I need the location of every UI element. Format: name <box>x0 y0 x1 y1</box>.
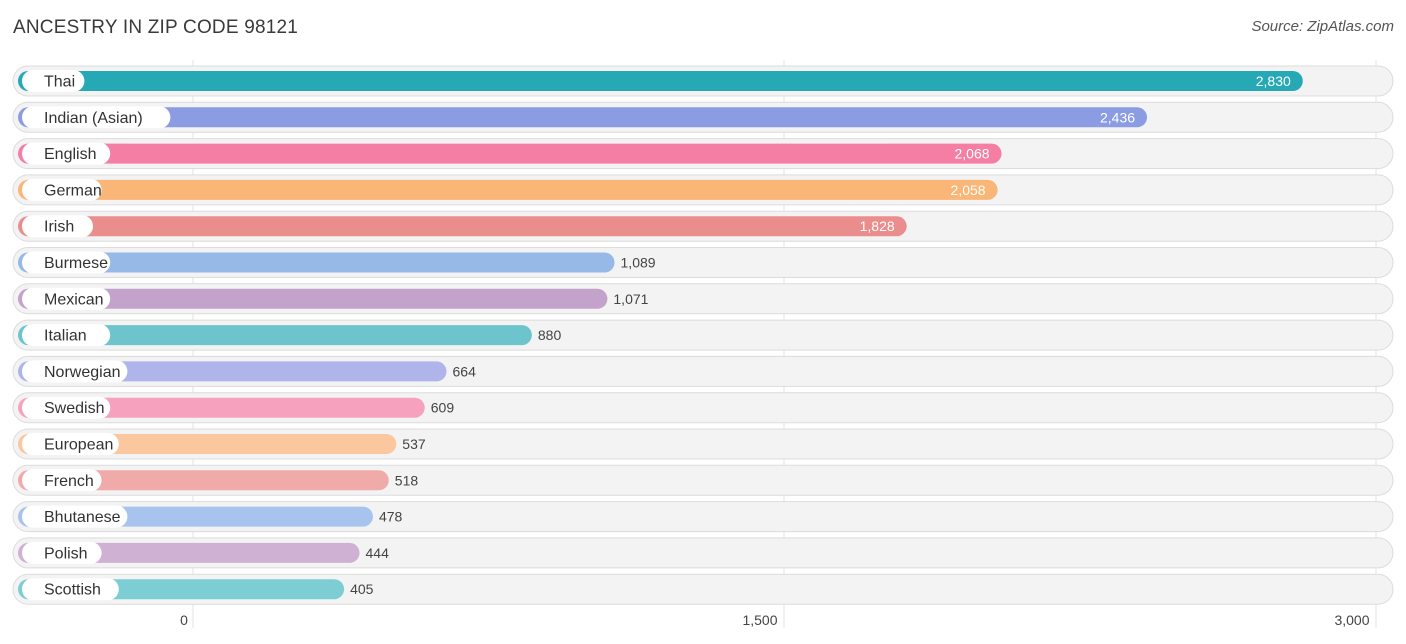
value-label: 1,071 <box>613 291 648 307</box>
category-label-pill <box>22 70 85 92</box>
category-label-pill <box>22 106 171 129</box>
category-label: Burmese <box>44 255 108 272</box>
bar-row: European 537 <box>12 428 1394 460</box>
bar-row: Scottish 405 <box>12 573 1394 605</box>
bar-row: Swedish 609 <box>12 392 1394 424</box>
value-label: 537 <box>402 436 426 452</box>
category-label: Norwegian <box>44 364 120 381</box>
category-label-pill <box>22 251 111 274</box>
category-label-pill <box>22 215 93 238</box>
bar-row: Polish 444 <box>12 537 1394 569</box>
category-label-pill <box>22 178 102 201</box>
value-label: 609 <box>431 400 455 416</box>
bar <box>18 288 608 309</box>
bar-row: French 518 <box>12 464 1394 496</box>
category-label: English <box>44 146 96 163</box>
x-axis-ticks: 0 1,500 3,000 <box>180 612 1370 628</box>
category-label: Swedish <box>44 400 104 417</box>
bar <box>18 470 389 491</box>
value-label: 444 <box>366 545 390 561</box>
category-label-pill <box>22 360 128 383</box>
bar <box>18 71 1303 91</box>
value-label: 478 <box>379 509 403 525</box>
value-label: 2,436 <box>1100 109 1135 125</box>
bar <box>18 216 907 237</box>
bar-row: Irish 1,828 <box>12 210 1394 242</box>
bar-rows: Thai 2,830 Indian (Asian) 2,436 English 2,068… <box>12 65 1394 605</box>
value-label: 2,058 <box>951 182 986 198</box>
x-tick-label: 0 <box>180 612 188 628</box>
bar <box>18 397 425 418</box>
source-credit: Source: ZipAtlas.com <box>1251 18 1394 35</box>
category-label-pill <box>22 142 111 165</box>
bar <box>18 143 1002 164</box>
category-label: Scottish <box>44 582 101 599</box>
value-label: 405 <box>350 581 374 597</box>
value-label: 880 <box>538 327 562 343</box>
category-label: Polish <box>44 545 88 562</box>
category-label-pill <box>22 505 128 528</box>
category-label: Indian (Asian) <box>44 110 143 127</box>
x-tick-label: 1,500 <box>742 612 777 628</box>
bar <box>18 107 1148 128</box>
bar-row: Indian (Asian) 2,436 <box>12 101 1394 133</box>
category-label-pill <box>22 324 111 347</box>
bar <box>18 542 360 563</box>
value-label: 2,830 <box>1256 73 1291 89</box>
bar <box>18 325 532 346</box>
category-label: Italian <box>44 328 87 345</box>
category-label-pill <box>22 287 111 310</box>
category-label-pill <box>22 541 102 564</box>
category-label: European <box>44 437 113 454</box>
bar <box>18 179 998 200</box>
category-label-pill <box>22 578 119 601</box>
bar-track <box>12 537 1394 569</box>
bar-row: German 2,058 <box>12 174 1394 206</box>
category-label: Bhutanese <box>44 509 121 526</box>
bar-row: Italian 880 <box>12 319 1394 351</box>
value-label: 1,828 <box>860 218 895 234</box>
category-label: Thai <box>44 74 75 91</box>
chart-title: ANCESTRY IN ZIP CODE 98121 <box>13 17 299 38</box>
bar-row: Norwegian 664 <box>12 355 1394 387</box>
bar-row: Mexican 1,071 <box>12 283 1394 315</box>
bar-row: English 2,068 <box>12 138 1394 170</box>
x-tick-label: 3,000 <box>1334 612 1369 628</box>
category-label: German <box>44 182 102 199</box>
category-label: Irish <box>44 219 74 236</box>
category-label-pill <box>22 396 111 419</box>
category-label: Mexican <box>44 291 104 308</box>
value-label: 518 <box>395 472 419 488</box>
value-label: 1,089 <box>621 255 656 271</box>
category-label: French <box>44 473 94 490</box>
bar-track <box>12 573 1394 605</box>
value-label: 664 <box>453 363 477 379</box>
category-label-pill <box>22 433 119 455</box>
bar-row: Bhutanese 478 <box>12 501 1394 533</box>
bar <box>18 252 615 273</box>
value-label: 2,068 <box>955 146 990 162</box>
category-label-pill <box>22 469 102 492</box>
bar-row: Thai 2,830 <box>12 65 1394 97</box>
bar-row: Burmese 1,089 <box>12 247 1394 278</box>
